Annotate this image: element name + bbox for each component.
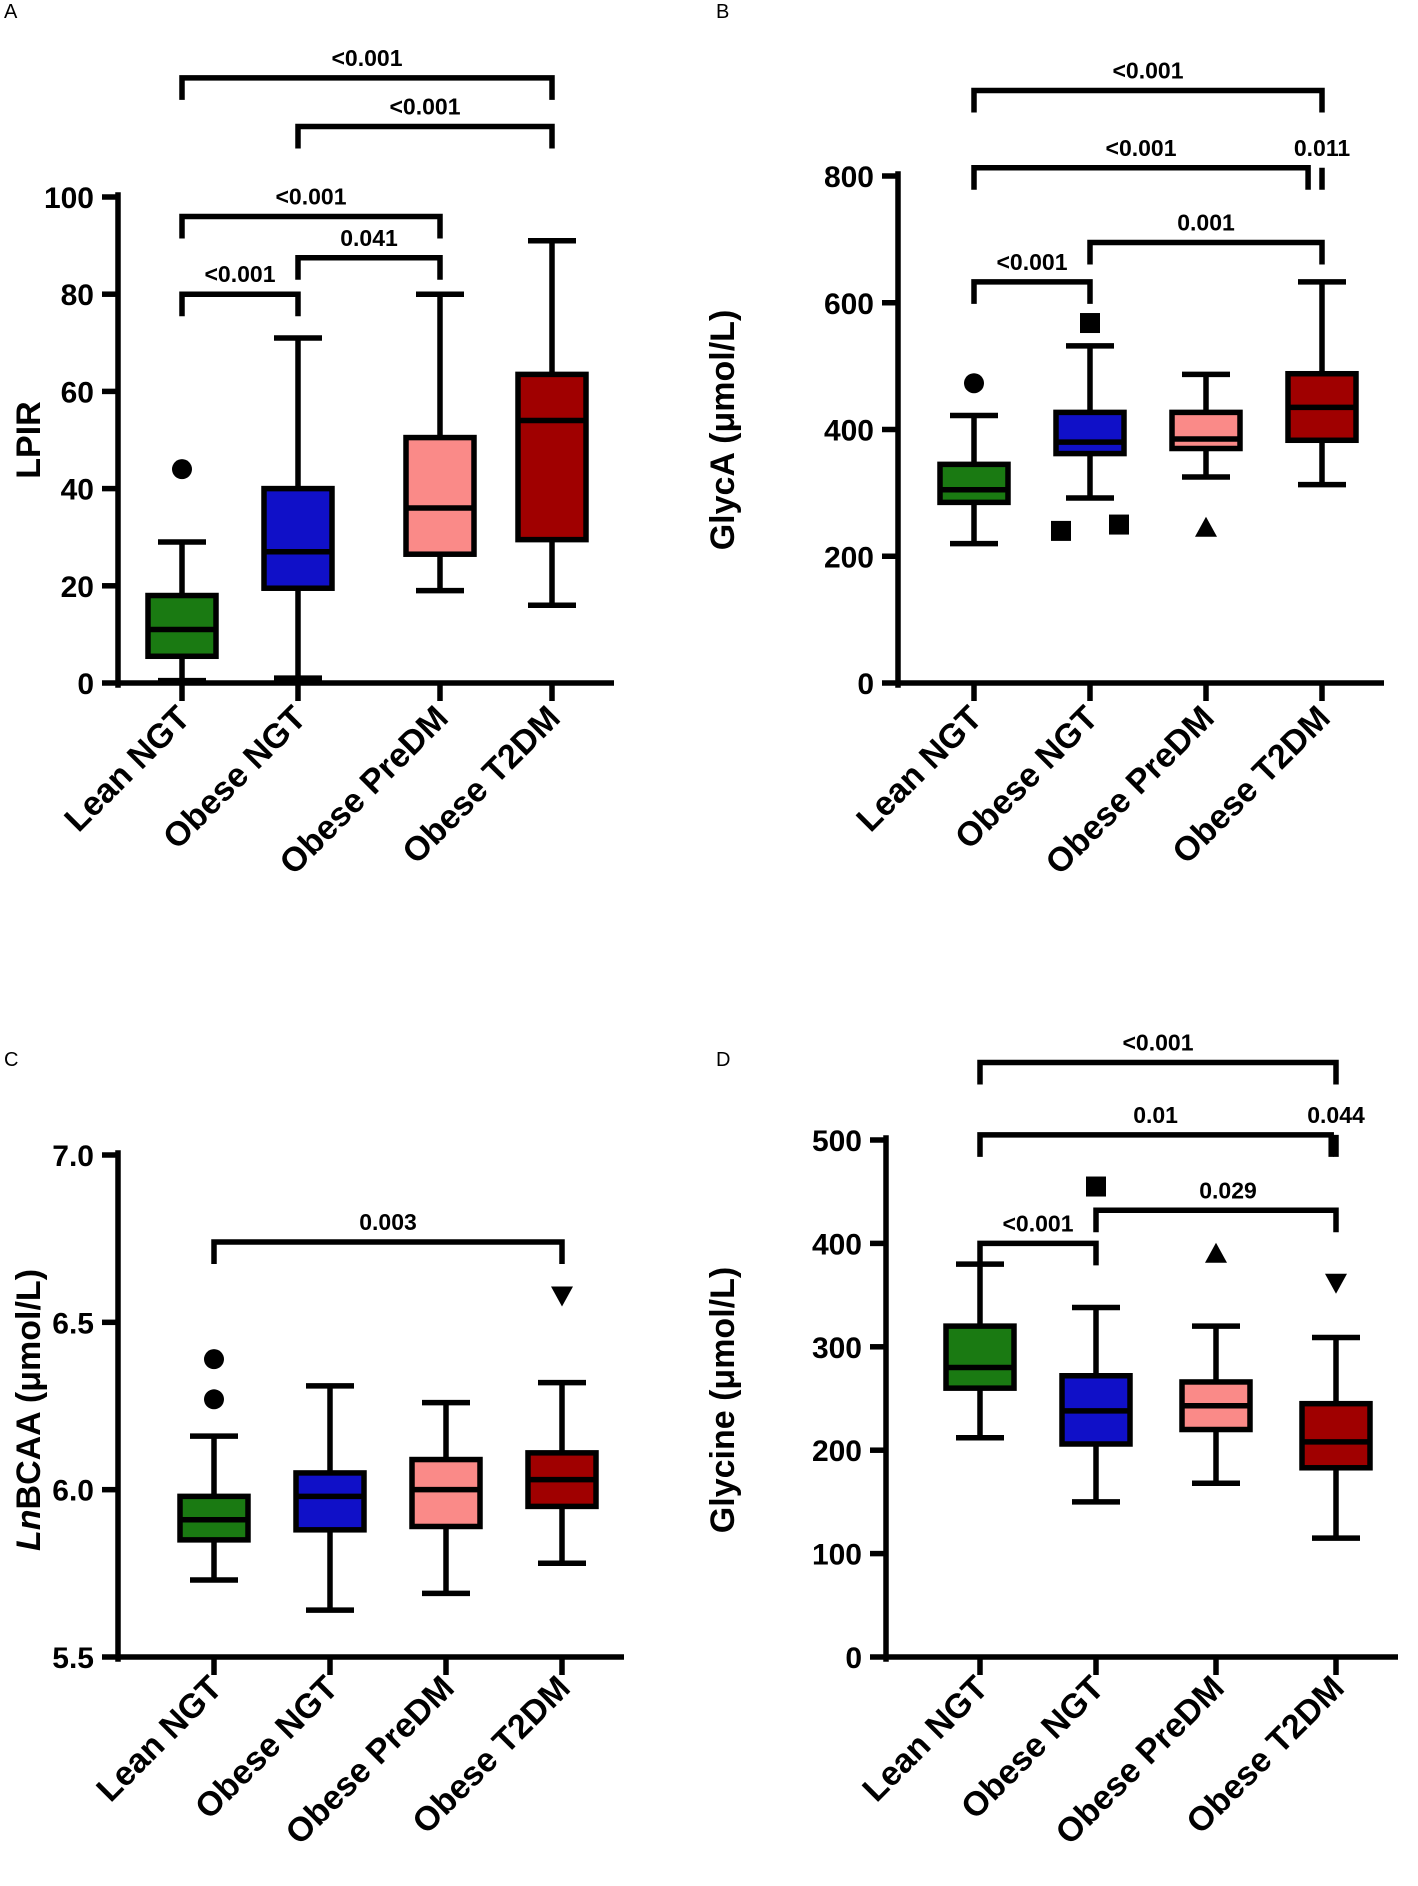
outlier-point-obese-ngt xyxy=(1051,520,1071,541)
y-tick-label: 0 xyxy=(845,1642,862,1675)
outlier-point-obese-predm xyxy=(1195,516,1217,537)
significance-bracket xyxy=(977,1240,1099,1266)
significance-bracket xyxy=(179,213,443,239)
significance-bracket xyxy=(179,75,555,100)
outlier-point-obese-ngt xyxy=(1080,313,1100,334)
significance-bracket xyxy=(971,165,1311,190)
y-tick-label: 100 xyxy=(812,1539,862,1572)
p-value-label: 0.029 xyxy=(1199,1177,1257,1203)
y-tick-label: 6.5 xyxy=(52,1307,94,1340)
p-value-label: <0.001 xyxy=(1113,57,1184,83)
box-obese-ngt xyxy=(1053,409,1127,457)
p-value-label: <0.001 xyxy=(1123,1029,1194,1055)
significance-bracket xyxy=(971,279,1093,304)
panel-letter-a: A xyxy=(4,1,18,23)
y-tick-label: 500 xyxy=(812,1125,862,1158)
p-value-label: <0.001 xyxy=(1106,135,1177,161)
box-obese-t2dm xyxy=(1299,1400,1373,1471)
p-value-label: <0.001 xyxy=(276,183,347,209)
y-axis-title: LnBCAA (μmol/L) xyxy=(10,1269,48,1551)
y-tick-label: 0 xyxy=(77,668,94,701)
y-tick-label: 20 xyxy=(61,571,94,604)
y-tick-label: 5.5 xyxy=(52,1642,94,1675)
box-lean-ngt xyxy=(145,592,219,660)
y-tick-label: 7.0 xyxy=(52,1140,94,1173)
p-value-label: 0.041 xyxy=(340,225,398,251)
p-value-label: <0.001 xyxy=(390,94,461,120)
p-value-label: 0.044 xyxy=(1307,1102,1365,1128)
significance-bracket xyxy=(179,291,301,317)
box-obese-ngt xyxy=(293,1470,367,1533)
y-tick-label: 200 xyxy=(824,541,874,574)
p-value-label: <0.001 xyxy=(205,261,276,287)
box-obese-predm xyxy=(403,434,477,557)
y-tick-label: 400 xyxy=(812,1228,862,1261)
significance-bracket xyxy=(971,87,1325,113)
outlier-point-lean-ngt xyxy=(204,1349,224,1370)
outlier-point-obese-ngt xyxy=(1086,1176,1106,1197)
outlier-point-lean-ngt xyxy=(172,459,192,480)
p-value-label: 0.011 xyxy=(1294,135,1350,161)
y-tick-label: 60 xyxy=(61,376,94,409)
outlier-point-obese-t2dm xyxy=(1325,1273,1347,1294)
outlier-point-obese-ngt xyxy=(1109,514,1129,535)
y-tick-label: 300 xyxy=(812,1332,862,1365)
significance-bracket xyxy=(295,255,443,280)
y-axis-title: Glycine (μmol/L) xyxy=(704,1267,742,1533)
p-value-label: 0.01 xyxy=(1133,1102,1178,1128)
significance-bracket xyxy=(977,1132,1334,1157)
significance-bracket xyxy=(1093,1207,1339,1233)
outlier-point-obese-t2dm xyxy=(551,1286,573,1307)
panel-letter-c: C xyxy=(4,1049,18,1071)
y-tick-label: 200 xyxy=(812,1435,862,1468)
significance-bracket xyxy=(1087,239,1325,265)
y-tick-label: 80 xyxy=(61,279,94,312)
box-lean-ngt xyxy=(943,1323,1017,1391)
box-obese-ngt xyxy=(261,485,335,591)
y-tick-label: 400 xyxy=(824,415,874,448)
y-axis-title: GlycA (μmol/L) xyxy=(704,310,742,551)
box-lean-ngt xyxy=(937,461,1011,506)
panel-letter-b: B xyxy=(716,1,729,23)
significance-bracket xyxy=(211,1239,565,1265)
panel-letter-d: D xyxy=(716,1049,730,1071)
y-axis-title: LPIR xyxy=(10,401,48,478)
p-value-label: <0.001 xyxy=(1003,1210,1074,1236)
y-tick-label: 100 xyxy=(44,182,94,215)
p-value-label: <0.001 xyxy=(332,45,403,71)
outlier-point-lean-ngt xyxy=(204,1389,224,1410)
outlier-point-obese-predm xyxy=(1205,1242,1227,1263)
p-value-label: 0.003 xyxy=(359,1209,417,1235)
y-tick-label: 40 xyxy=(61,474,94,507)
box-obese-t2dm xyxy=(515,371,589,543)
box-obese-predm xyxy=(409,1456,483,1530)
y-tick-label: 600 xyxy=(824,288,874,321)
outlier-point-lean-ngt xyxy=(964,373,984,394)
y-tick-label: 6.0 xyxy=(52,1475,94,1508)
y-tick-label: 0 xyxy=(857,668,874,701)
p-value-label: 0.001 xyxy=(1177,210,1235,236)
box-obese-predm xyxy=(1169,409,1243,452)
significance-bracket xyxy=(977,1059,1339,1085)
p-value-label: <0.001 xyxy=(997,249,1068,275)
y-tick-label: 800 xyxy=(824,161,874,194)
significance-bracket xyxy=(295,123,555,149)
